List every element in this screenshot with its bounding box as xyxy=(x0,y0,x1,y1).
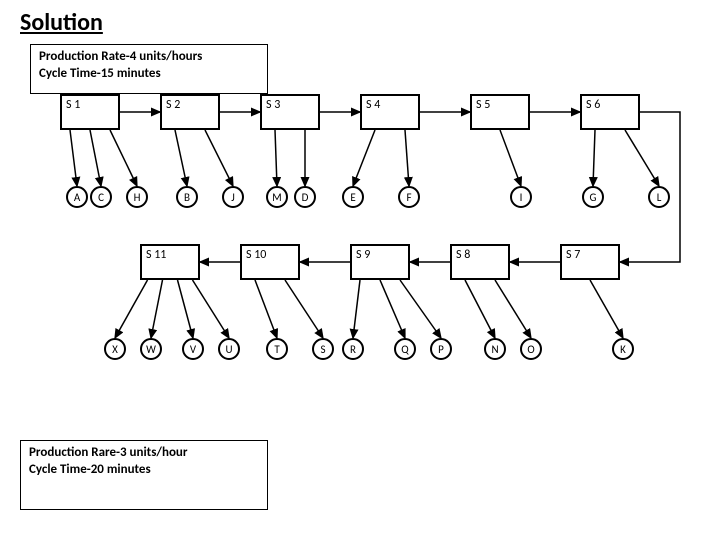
task-K: K xyxy=(612,338,634,360)
task-S: S xyxy=(312,338,334,360)
station-s11: S 11 xyxy=(140,244,200,280)
task-T: T xyxy=(266,338,288,360)
task-C: C xyxy=(90,186,112,208)
rate-box-2: Production Rare-3 units/hour Cycle Time-… xyxy=(20,440,268,510)
task-E: E xyxy=(342,186,364,208)
station-s5: S 5 xyxy=(470,94,530,130)
task-W: W xyxy=(140,338,162,360)
task-M: M xyxy=(266,186,288,208)
station-s7: S 7 xyxy=(560,244,620,280)
station-s6: S 6 xyxy=(580,94,640,130)
task-A: A xyxy=(66,186,88,208)
task-I: I xyxy=(510,186,532,208)
task-P: P xyxy=(430,338,452,360)
station-s2: S 2 xyxy=(160,94,220,130)
rate-box-1: Production Rate-4 units/hours Cycle Time… xyxy=(30,44,268,94)
task-X: X xyxy=(104,338,126,360)
task-Q: Q xyxy=(394,338,416,360)
station-s10: S 10 xyxy=(240,244,300,280)
task-F: F xyxy=(398,186,420,208)
task-R: R xyxy=(342,338,364,360)
task-O: O xyxy=(520,338,542,360)
station-s8: S 8 xyxy=(450,244,510,280)
task-J: J xyxy=(222,186,244,208)
task-B: B xyxy=(176,186,198,208)
task-U: U xyxy=(218,338,240,360)
station-s1: S 1 xyxy=(60,94,120,130)
task-G: G xyxy=(582,186,604,208)
station-s9: S 9 xyxy=(350,244,410,280)
page-title: Solution xyxy=(20,8,103,37)
task-N: N xyxy=(484,338,506,360)
station-s4: S 4 xyxy=(360,94,420,130)
task-V: V xyxy=(182,338,204,360)
station-s3: S 3 xyxy=(260,94,320,130)
task-H: H xyxy=(126,186,148,208)
task-D: D xyxy=(294,186,316,208)
task-L: L xyxy=(648,186,670,208)
